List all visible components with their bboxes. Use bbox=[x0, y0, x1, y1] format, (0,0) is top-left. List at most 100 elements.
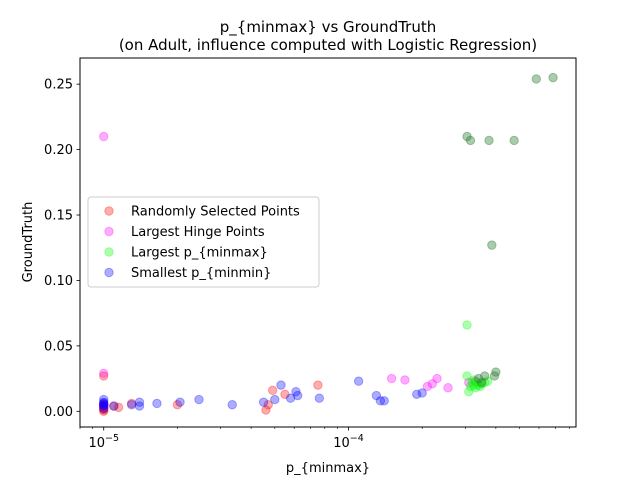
point-series-1 bbox=[432, 373, 442, 384]
point-series-3 bbox=[270, 394, 280, 405]
chart-subtitle: (on Adult, influence computed with Logis… bbox=[119, 36, 537, 54]
point-overlap bbox=[489, 371, 500, 381]
legend-label: Largest Hinge Points bbox=[131, 225, 265, 240]
point-series-1 bbox=[443, 383, 453, 393]
point-series-2 bbox=[479, 377, 490, 388]
point-series-3 bbox=[194, 394, 204, 405]
y-tick-label: 0.20 bbox=[44, 143, 73, 158]
point-series-1 bbox=[470, 376, 481, 386]
y-tick-label: 0.25 bbox=[44, 78, 73, 93]
point-series-0 bbox=[99, 371, 109, 381]
point-series-3 bbox=[314, 393, 325, 403]
point-series-1 bbox=[99, 398, 109, 409]
point-series-3 bbox=[99, 398, 109, 409]
point-series-3 bbox=[292, 390, 303, 401]
y-axis: 0.00 0.05 0.10 0.15 0.20 0.25 bbox=[44, 78, 80, 420]
point-series-3 bbox=[291, 386, 301, 397]
point-series-2 bbox=[469, 380, 479, 390]
y-tick-label: 0.00 bbox=[44, 405, 73, 420]
point-series-0 bbox=[99, 403, 109, 414]
legend-marker bbox=[104, 247, 114, 257]
point-series-3 bbox=[227, 400, 237, 410]
point-overlap bbox=[473, 373, 484, 384]
point-series-3 bbox=[276, 380, 286, 390]
point-series-0 bbox=[172, 400, 183, 410]
y-axis-label: GroundTruth bbox=[21, 202, 36, 283]
legend-marker bbox=[104, 206, 114, 216]
point-overlap bbox=[548, 72, 558, 83]
legend-box bbox=[87, 196, 320, 288]
point-overlap bbox=[462, 131, 472, 142]
point-series-1 bbox=[400, 375, 410, 385]
x-axis: 10−5 10−4 bbox=[79, 427, 570, 451]
point-series-2 bbox=[470, 383, 481, 393]
point-series-1 bbox=[427, 379, 438, 389]
data-points bbox=[99, 72, 558, 416]
point-series-0 bbox=[113, 402, 124, 413]
point-series-0 bbox=[99, 406, 109, 416]
point-series-3 bbox=[353, 376, 364, 386]
legend-label: Smallest p_{minmin} bbox=[131, 266, 271, 281]
point-overlap bbox=[479, 371, 490, 381]
point-series-3 bbox=[417, 388, 427, 398]
point-series-0 bbox=[263, 400, 273, 410]
point-series-3 bbox=[258, 397, 269, 407]
point-series-0 bbox=[99, 401, 109, 411]
point-series-0 bbox=[280, 389, 290, 399]
point-series-2 bbox=[464, 386, 474, 397]
x-axis-label: p_{minmax} bbox=[286, 461, 370, 476]
point-series-3 bbox=[134, 401, 145, 411]
legend-label: Randomly Selected Points bbox=[131, 205, 300, 220]
point-series-0 bbox=[109, 401, 119, 411]
point-series-2 bbox=[469, 375, 479, 385]
point-series-3 bbox=[375, 396, 386, 406]
point-series-0 bbox=[313, 380, 323, 390]
point-series-3 bbox=[99, 403, 109, 414]
point-series-0 bbox=[126, 398, 137, 409]
point-series-2 bbox=[467, 377, 477, 388]
y-tick-label: 0.05 bbox=[44, 339, 73, 354]
point-series-3 bbox=[99, 400, 109, 410]
point-series-0 bbox=[99, 402, 109, 413]
point-series-1 bbox=[99, 401, 109, 411]
point-series-3 bbox=[99, 397, 109, 407]
chart-title: p_{minmax} vs GroundTruth bbox=[220, 18, 437, 37]
point-overlap bbox=[476, 377, 487, 388]
x-tick-label: 10−5 bbox=[88, 433, 119, 451]
legend-marker bbox=[104, 226, 114, 237]
point-series-0 bbox=[261, 405, 271, 415]
point-overlap bbox=[487, 240, 497, 250]
y-tick-label: 0.15 bbox=[44, 209, 73, 224]
point-series-3 bbox=[175, 397, 185, 407]
point-series-3 bbox=[285, 393, 296, 403]
point-series-1 bbox=[386, 373, 397, 384]
point-series-2 bbox=[472, 377, 482, 388]
point-series-1 bbox=[464, 377, 474, 388]
point-overlap bbox=[465, 135, 476, 146]
point-series-3 bbox=[126, 400, 137, 410]
point-series-1 bbox=[99, 368, 109, 379]
point-series-0 bbox=[267, 385, 278, 396]
point-series-2 bbox=[462, 371, 472, 381]
point-series-2 bbox=[462, 320, 472, 330]
point-series-3 bbox=[379, 396, 389, 406]
legend: Randomly Selected Points Largest Hinge Po… bbox=[87, 196, 320, 288]
y-tick-label: 0.10 bbox=[44, 274, 73, 289]
point-series-3 bbox=[134, 397, 145, 407]
point-series-0 bbox=[99, 400, 109, 410]
point-series-2 bbox=[465, 381, 476, 392]
point-series-3 bbox=[412, 389, 422, 399]
point-overlap bbox=[484, 135, 494, 146]
point-series-2 bbox=[482, 376, 493, 386]
x-tick-label: 10−4 bbox=[333, 433, 364, 451]
point-series-1 bbox=[422, 381, 433, 392]
point-series-3 bbox=[371, 390, 382, 401]
point-series-3 bbox=[109, 401, 119, 411]
point-series-2 bbox=[475, 381, 485, 392]
point-series-2 bbox=[476, 379, 487, 389]
point-overlap bbox=[491, 367, 501, 377]
axes-frame bbox=[79, 57, 577, 428]
legend-marker bbox=[104, 267, 114, 278]
